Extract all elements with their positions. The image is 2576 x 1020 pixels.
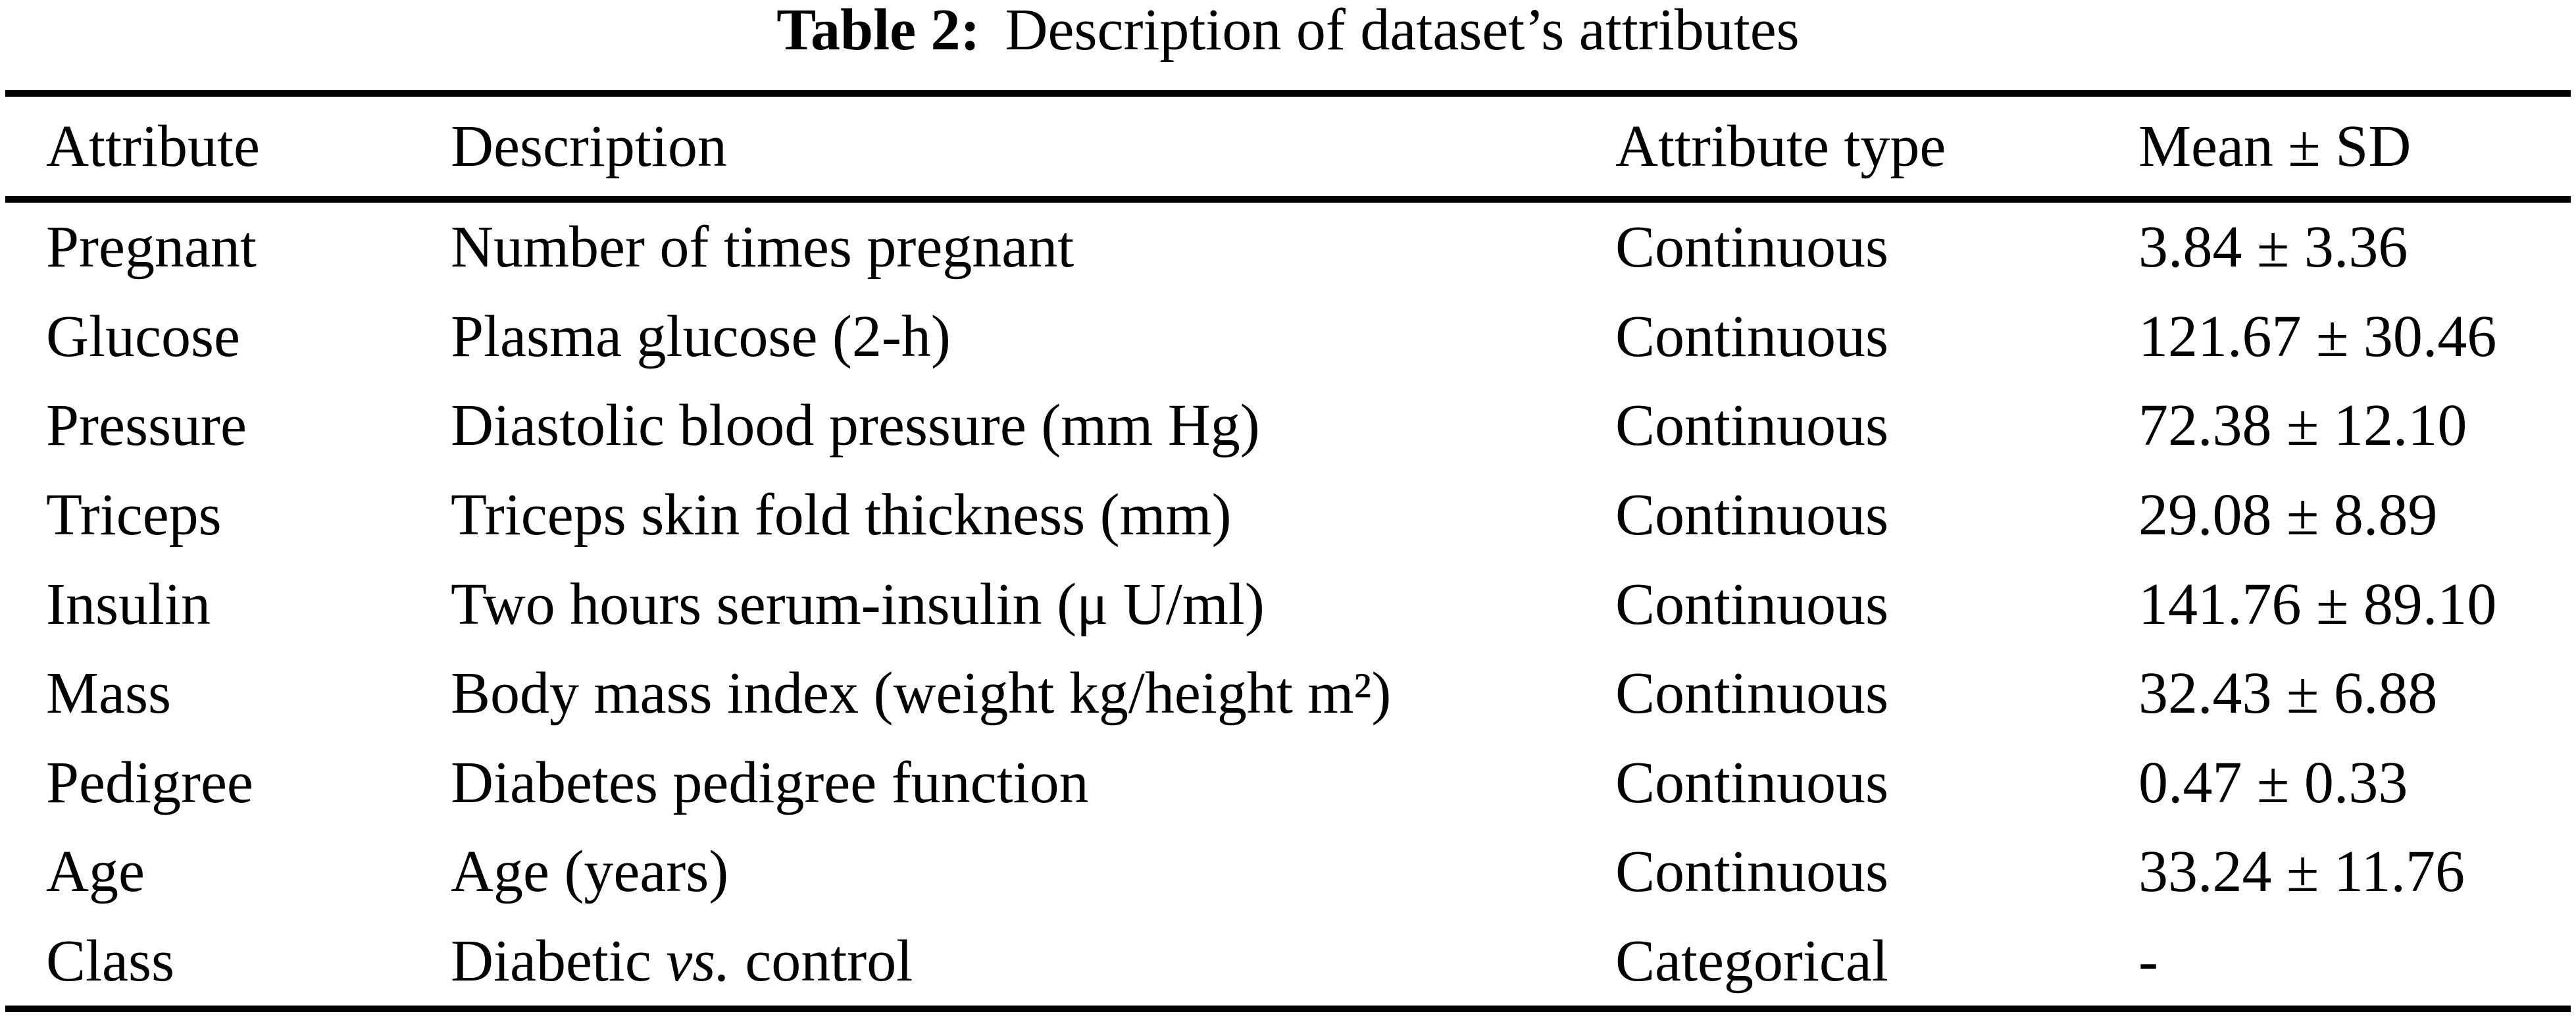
cell-mean-sd: 141.76 ± 89.10	[2138, 571, 2497, 637]
cell-description: Age (years)	[451, 838, 1615, 905]
cell-attribute-type: Continuous	[1615, 215, 1889, 280]
table-caption-label: Table 2:	[776, 0, 980, 63]
cell-description: Diabetic vs. control	[451, 927, 1615, 995]
header-attribute: Attribute	[46, 114, 260, 179]
cell-description: Diabetes pedigree function	[451, 749, 1615, 817]
cell-attribute: Mass	[46, 661, 172, 727]
cell-attribute-type: Continuous	[1615, 482, 1889, 548]
cell-mean-sd: 29.08 ± 8.89	[2138, 482, 2438, 548]
header-attribute-type: Attribute type	[1615, 114, 1946, 179]
description-text: Number of times pregnant	[451, 215, 1074, 280]
cell-attribute: Pressure	[46, 393, 247, 459]
description-text: Diabetic	[451, 928, 667, 994]
cell-mean-sd: 121.67 ± 30.46	[2138, 303, 2497, 369]
table-mid-rule	[5, 196, 2571, 203]
header-mean-sd: Mean ± SD	[2138, 114, 2412, 179]
table-row: Pedigree Diabetes pedigree function Cont…	[0, 738, 2576, 827]
description-text: Two hours serum-insulin (μ U/ml)	[451, 571, 1265, 637]
table-row: Triceps Triceps skin fold thickness (mm)…	[0, 471, 2576, 560]
table-caption: Table 2: Description of dataset’s attribu…	[0, 0, 2576, 70]
cell-attribute: Pedigree	[46, 750, 253, 815]
description-text: Body mass index (weight kg/height m²)	[451, 661, 1392, 727]
header-description: Description	[451, 114, 727, 179]
cell-mean-sd: 32.43 ± 6.88	[2138, 661, 2438, 727]
cell-description: Body mass index (weight kg/height m²)	[451, 659, 1615, 727]
description-text: Diabetes pedigree function	[451, 750, 1089, 815]
table-row: Age Age (years) Continuous 33.24 ± 11.76	[0, 827, 2576, 917]
table-caption-text: Description of dataset’s attributes	[1005, 0, 1800, 63]
cell-attribute-type: Continuous	[1615, 571, 1889, 637]
table-row: Pressure Diastolic blood pressure (mm Hg…	[0, 381, 2576, 471]
cell-mean-sd: 72.38 ± 12.10	[2138, 393, 2467, 459]
table-row: Mass Body mass index (weight kg/height m…	[0, 649, 2576, 738]
cell-mean-sd: 33.24 ± 11.76	[2138, 839, 2465, 905]
cell-attribute: Insulin	[46, 571, 211, 637]
cell-description: Number of times pregnant	[451, 213, 1615, 281]
cell-attribute-type: Continuous	[1615, 303, 1889, 369]
table-row: Pregnant Number of times pregnant Contin…	[0, 203, 2576, 292]
cell-attribute: Pregnant	[46, 215, 257, 280]
cell-mean-sd: 3.84 ± 3.36	[2138, 215, 2408, 280]
cell-mean-sd: 0.47 ± 0.33	[2138, 750, 2408, 815]
table-header-row: Attribute Description Attribute type Mea…	[0, 97, 2576, 196]
table-body: Pregnant Number of times pregnant Contin…	[0, 203, 2576, 1006]
cell-description: Two hours serum-insulin (μ U/ml)	[451, 571, 1615, 638]
cell-description: Triceps skin fold thickness (mm)	[451, 481, 1615, 549]
table-row: Class Diabetic vs. control Categorical -	[0, 917, 2576, 1006]
description-text: Diastolic blood pressure (mm Hg)	[451, 393, 1260, 459]
description-text: Age (years)	[451, 839, 729, 905]
cell-attribute-type: Categorical	[1615, 928, 1888, 994]
cell-description: Plasma glucose (2-h)	[451, 303, 1615, 370]
cell-attribute: Glucose	[46, 303, 240, 369]
description-italic-text: vs.	[666, 928, 730, 994]
table-top-rule	[5, 90, 2571, 97]
cell-attribute-type: Continuous	[1615, 839, 1889, 905]
cell-attribute: Triceps	[46, 482, 222, 548]
description-text: Plasma glucose (2-h)	[451, 303, 951, 369]
description-text: Triceps skin fold thickness (mm)	[451, 482, 1232, 548]
cell-attribute: Age	[46, 839, 145, 905]
description-text: control	[730, 928, 913, 994]
cell-description: Diastolic blood pressure (mm Hg)	[451, 392, 1615, 459]
cell-attribute-type: Continuous	[1615, 750, 1889, 815]
cell-attribute-type: Continuous	[1615, 393, 1889, 459]
table-bottom-rule	[5, 1006, 2571, 1012]
table-row: Glucose Plasma glucose (2-h) Continuous …	[0, 292, 2576, 382]
cell-attribute-type: Continuous	[1615, 661, 1889, 727]
table-row: Insulin Two hours serum-insulin (μ U/ml)…	[0, 559, 2576, 649]
cell-mean-sd: -	[2138, 928, 2158, 994]
cell-attribute: Class	[46, 928, 175, 994]
